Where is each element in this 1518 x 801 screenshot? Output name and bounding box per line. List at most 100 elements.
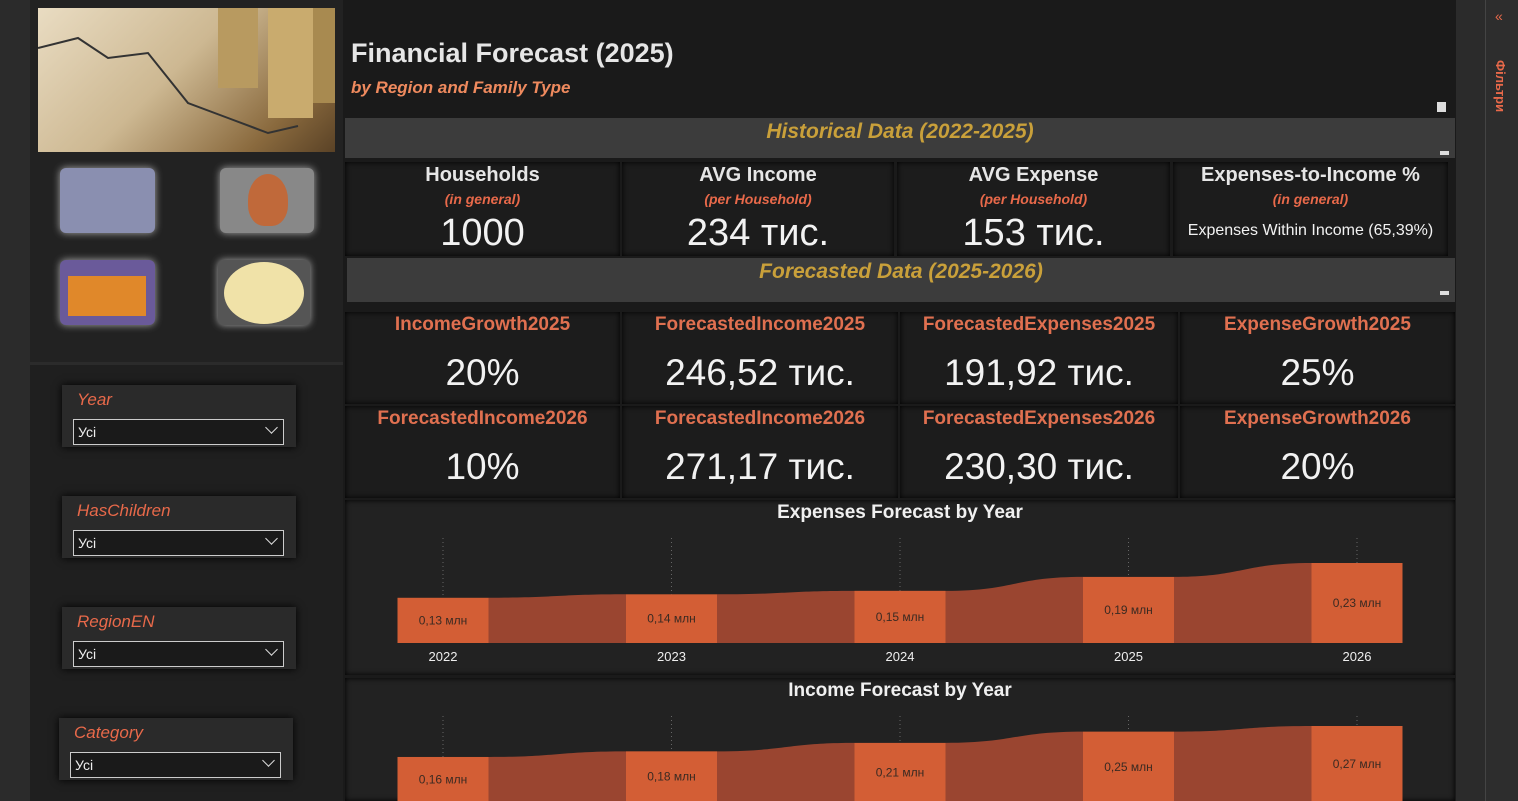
data-label: 0,25 млн [1104,760,1153,774]
x-tick-label: 2026 [1343,649,1372,664]
kpi-title: ExpenseGrowth2026 [1224,408,1411,429]
kpi-title: Households [425,164,540,186]
kpi-title: AVG Income [699,164,817,186]
ribbon [717,742,855,801]
kpi-card: Expenses-to-Income % (in general) Expenses… [1173,162,1448,256]
slicer-dropdown[interactable]: Усі [70,752,281,778]
kpi-subtitle: (in general) [1272,191,1349,207]
forecast-banner: Forecasted Data (2025-2026) [347,258,1455,302]
kpi-value: 271,17 тис. [665,446,855,487]
chevron [262,754,275,767]
ribbon [945,731,1083,801]
money-bag-icon [248,174,288,226]
kpi-value: 20% [1280,446,1355,487]
chart-panel: Expenses Forecast by Year 0,13 млн 2022 0,1… [345,500,1455,675]
slicer: RegionEN Усі [62,607,296,669]
kpi-value: 153 тис. [962,212,1105,254]
kpi-title: ExpenseGrowth2025 [1224,314,1411,335]
section-marker [1440,291,1449,295]
kpi-title: AVG Expense [968,164,1099,186]
slicer-dropdown[interactable]: Усі [73,530,284,556]
bar [854,742,946,801]
kpi-value: 10% [445,446,520,487]
back-button[interactable] [218,260,310,325]
kpi-value: 191,92 тис. [944,352,1134,393]
slicer-value: Усі [78,646,97,662]
gift-button[interactable] [60,260,155,325]
kpi-title: ForecastedExpenses2025 [922,314,1156,335]
kpi-card: ForecastedExpenses2026 230,30 тис. [900,406,1178,498]
bar [1083,576,1174,643]
bar [1311,726,1403,801]
subtitle: by Region and Family Type [351,78,571,97]
data-label: 0,21 млн [876,765,925,779]
kpi-card: ForecastedIncome2026 271,17 тис. [622,406,898,498]
kpi-card: ExpenseGrowth2026 20% [1180,406,1455,498]
kpi-subtitle: (per Household) [704,191,812,207]
bar [1311,563,1403,643]
coins [218,8,258,88]
section-title: Historical Data (2022-2025) [766,120,1034,143]
slicer-label: Year [77,390,112,409]
slicer-dropdown[interactable]: Усі [73,641,284,667]
kpi-value: Expenses Within Income (65,39%) [1187,222,1434,239]
title: Financial Forecast (2025) [351,38,674,68]
data-label: 0,15 млн [876,610,925,624]
slicer-value: Усі [78,535,97,551]
kpi-value: 234 тис. [686,212,830,254]
money-bag-button[interactable] [220,168,314,233]
bar [1083,731,1174,801]
slicer-label: RegionEN [77,612,155,631]
slicer-value: Усі [78,424,97,440]
section-title: Forecasted Data (2025-2026) [759,260,1043,283]
kpi-card: IncomeGrowth2025 20% [345,312,620,404]
kpi-value: 20% [445,352,520,393]
collapse-icon[interactable]: « [1495,8,1503,24]
data-label: 0,27 млн [1333,757,1382,771]
kpi-card: AVG Expense (per Household) 153 тис. [897,162,1170,256]
x-tick-label: 2025 [1114,649,1143,664]
kpi-title: ForecastedExpenses2026 [922,408,1156,429]
calculator-button[interactable] [60,168,155,233]
chart-title: Expenses Forecast by Year [777,502,1023,523]
data-label: 0,18 млн [647,770,696,784]
slicer: Category Усі [59,718,293,780]
ribbon [717,590,855,643]
kpi-card: ForecastedIncome2026 10% [345,406,620,498]
bar [397,597,489,643]
x-tick-label: 2022 [429,649,458,664]
ribbon [488,751,626,801]
kpi-value: 25% [1280,352,1355,393]
banner-image [37,8,335,152]
filter-pane-title: Фільтри [1493,60,1508,113]
kpi-subtitle: (in general) [444,191,521,207]
kpi-card: AVG Income (per Household) 234 тис. [622,162,894,256]
bar [626,751,717,801]
slicer-value: Усі [75,757,94,773]
chart-title: Income Forecast by Year [788,680,1012,701]
data-label: 0,13 млн [419,613,468,627]
filter-pane[interactable]: « Фільтри [1485,0,1518,801]
chevron [265,532,278,545]
kpi-title: ForecastedIncome2026 [654,408,866,429]
slicer: HasChildren Усі [62,496,296,558]
bar [854,590,946,643]
focus-icon[interactable] [1437,102,1446,112]
data-label: 0,14 млн [647,612,696,626]
banner-art [37,8,335,135]
kpi-title: Expenses-to-Income % [1201,164,1420,186]
data-label: 0,19 млн [1104,603,1153,617]
chart: Expenses Forecast by Year 0,13 млн 2022 0,1… [397,502,1403,664]
slicer-dropdown[interactable]: Усі [73,419,284,445]
coins [313,8,335,103]
kpi-value: 246,52 тис. [665,352,855,393]
back-icon [224,262,304,324]
kpi-card: ForecastedExpenses2025 191,92 тис. [900,312,1178,404]
kpi-card: Households (in general) 1000 [345,162,620,256]
ribbon [945,576,1083,643]
banner-line [37,36,299,135]
ribbon [1174,563,1312,643]
kpi-value: 230,30 тис. [944,446,1134,487]
